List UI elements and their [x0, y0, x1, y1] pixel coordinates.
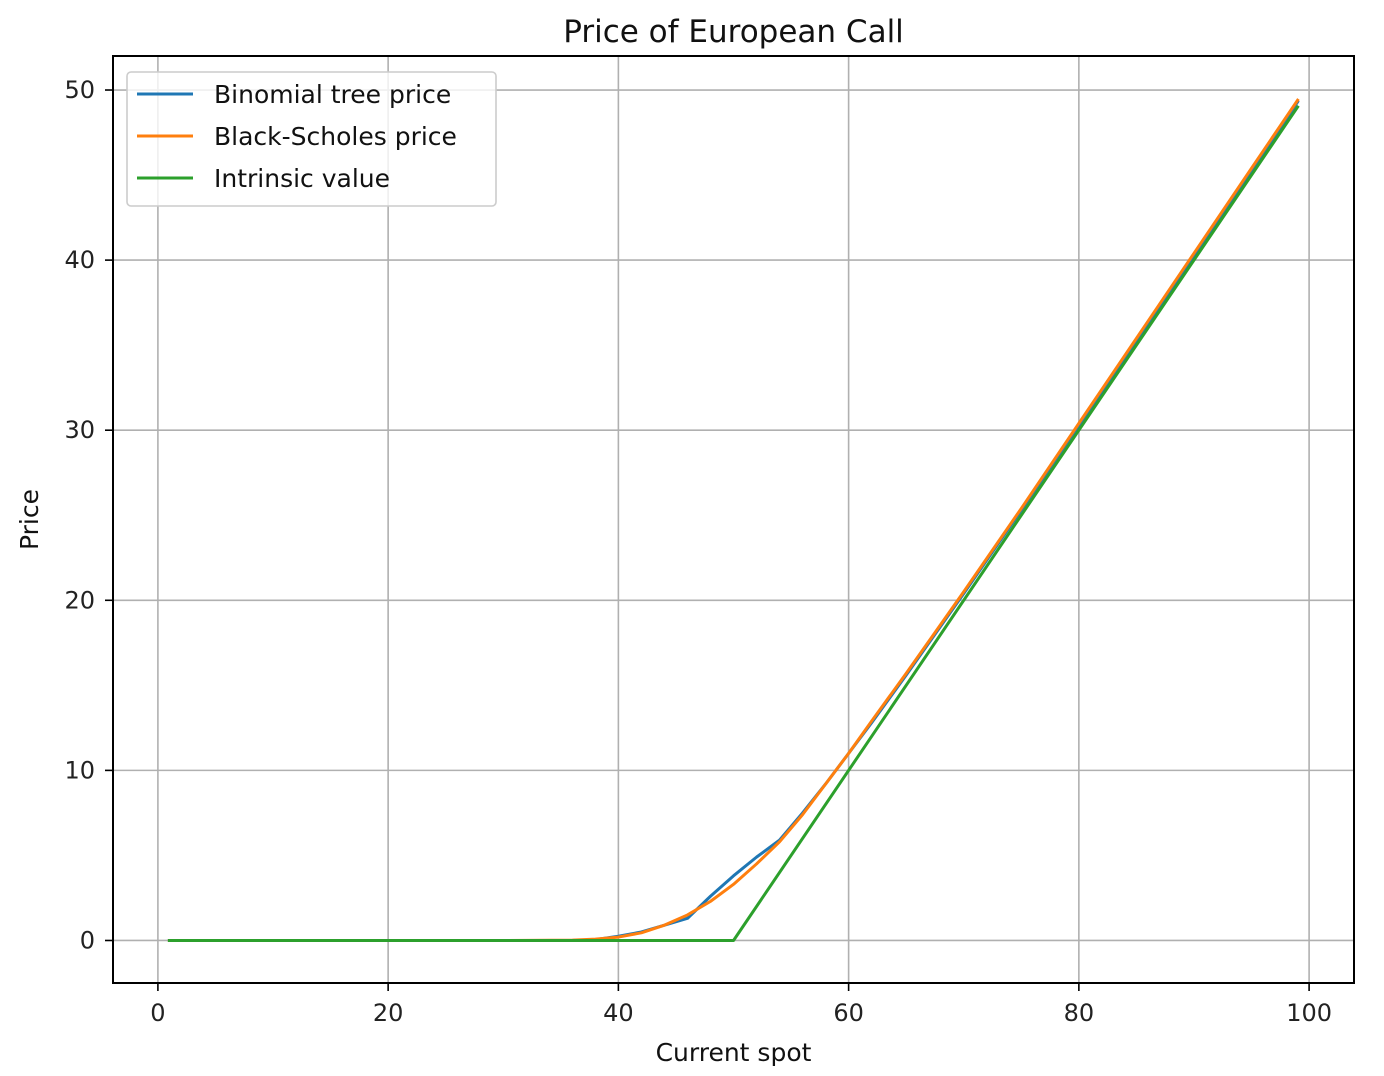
x-axis-label: Current spot — [656, 1038, 812, 1067]
legend-label: Black-Scholes price — [214, 122, 457, 151]
x-tick-label: 0 — [150, 999, 165, 1027]
legend: Binomial tree price Black-Scholes price In… — [126, 71, 497, 207]
series-line-2 — [167, 98, 1300, 942]
legend-label: Binomial tree price — [214, 80, 451, 109]
y-tick-label: 20 — [64, 586, 95, 614]
axis-ticks: 0 20 40 60 80 100 0 10 20 30 40 50 — [64, 76, 1332, 1027]
x-tick-label: 60 — [833, 999, 864, 1027]
y-tick-label: 30 — [64, 416, 95, 444]
plot-area-frame — [112, 55, 1355, 984]
x-tick-label: 40 — [603, 999, 634, 1027]
series-line-3 — [167, 104, 1300, 942]
legend-label: Intrinsic value — [214, 164, 390, 193]
x-tick-label: 20 — [373, 999, 404, 1027]
y-tick-label: 40 — [64, 246, 95, 274]
series-line-1 — [167, 99, 1300, 942]
plot-lines — [167, 98, 1300, 942]
legend-box — [126, 71, 497, 207]
y-axis-label: Price — [15, 489, 44, 550]
x-tick-label: 80 — [1064, 999, 1095, 1027]
chart-title: Price of European Call — [563, 14, 904, 50]
y-tick-label: 50 — [64, 76, 95, 104]
x-tick-label: 100 — [1286, 999, 1332, 1027]
y-tick-label: 10 — [64, 756, 95, 784]
y-tick-label: 0 — [80, 926, 95, 954]
